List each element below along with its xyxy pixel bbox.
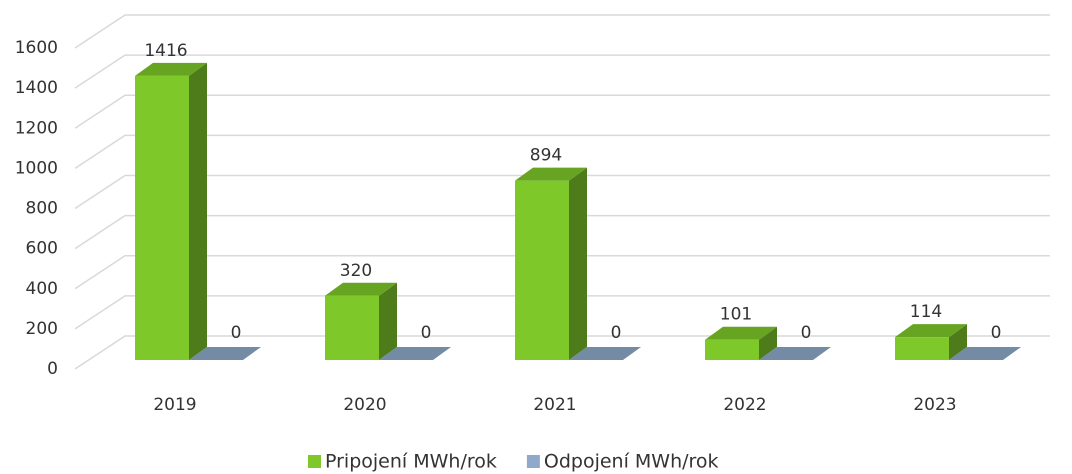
bar-front [895, 337, 949, 360]
bar-side [569, 167, 587, 360]
bar-top [379, 347, 451, 360]
grid-line [74, 14, 1050, 49]
data-label: 1416 [144, 41, 187, 61]
bar-front [325, 295, 379, 360]
legend-label: Pripojení MWh/rok [325, 451, 497, 473]
grid-line [74, 54, 1050, 89]
y-tick-label: 800 [26, 199, 58, 219]
x-tick-label: 2020 [343, 395, 386, 415]
y-tick-label: 600 [26, 239, 58, 259]
bar [569, 347, 641, 360]
bar-front [515, 180, 569, 360]
data-label: 101 [720, 305, 752, 325]
grid-line [74, 214, 1050, 250]
grid-line [74, 134, 1050, 170]
bar-top [135, 62, 207, 76]
data-label: 0 [991, 323, 1002, 343]
legend-label: Odpojení MWh/rok [544, 451, 719, 473]
bar-top [515, 167, 587, 181]
bar [379, 347, 451, 360]
bar [189, 347, 261, 360]
bar-side [949, 324, 967, 360]
data-label: 320 [340, 261, 372, 281]
legend-swatch [526, 455, 540, 468]
grid-line [74, 295, 1050, 330]
bar-front [705, 339, 759, 360]
bar-top [949, 347, 1021, 360]
bar [135, 62, 207, 360]
bar-top [569, 347, 641, 360]
data-label: 114 [910, 302, 942, 322]
bar-side [759, 326, 777, 360]
bar-top [189, 347, 261, 360]
bar [705, 326, 777, 360]
bar [949, 347, 1021, 360]
y-tick-label: 1200 [15, 118, 58, 138]
bar-top [759, 347, 831, 360]
data-label: 894 [530, 146, 562, 166]
bar-side [379, 282, 397, 360]
bar-top [705, 326, 777, 340]
bar [895, 324, 967, 360]
data-label: 0 [611, 323, 622, 343]
grid-line [74, 174, 1050, 210]
data-label: 0 [421, 323, 432, 343]
y-tick-label: 1000 [15, 158, 58, 178]
legend-swatch [308, 455, 321, 468]
bar-side [189, 62, 207, 360]
bar [759, 347, 831, 360]
bar-top [325, 282, 397, 296]
y-tick-label: 1600 [15, 38, 58, 58]
y-tick-label: 1400 [15, 78, 58, 98]
y-tick-label: 200 [26, 319, 58, 339]
grid-line [74, 94, 1050, 129]
x-tick-label: 2023 [913, 395, 956, 415]
data-label: 0 [801, 323, 812, 343]
x-tick-label: 2022 [723, 395, 766, 415]
y-tick-label: 400 [26, 279, 58, 299]
bar [515, 167, 587, 360]
grid-line [74, 255, 1050, 290]
bar-front [135, 75, 189, 360]
y-tick-label: 0 [47, 359, 58, 379]
bar [325, 282, 397, 360]
bar-top [895, 324, 967, 338]
data-label: 0 [231, 323, 242, 343]
x-tick-label: 2021 [533, 395, 576, 415]
x-tick-label: 2019 [153, 395, 196, 415]
